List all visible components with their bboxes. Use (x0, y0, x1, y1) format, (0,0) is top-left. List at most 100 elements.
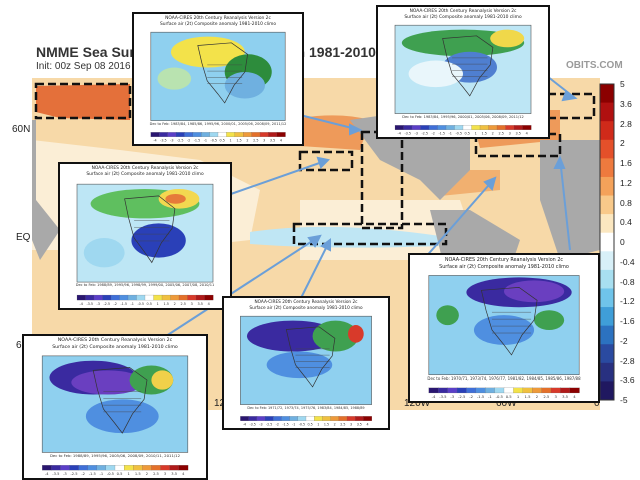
inset-scale-swatch (346, 416, 356, 421)
inset-title: NOAA-CIRES 20th Century Reanalysis Versi… (444, 257, 564, 263)
inset-scale-swatch (437, 125, 447, 130)
inset-scale-swatch (496, 125, 506, 130)
warm-anomaly-region (36, 84, 130, 120)
colorbar-tick-label: -1.6 (620, 316, 635, 326)
inset-map-svg: -4 -3.5 -3 -2.5 -2 -1.5 -1 -0.5 0.5 1 1.5 2 2.5 3 3.5 4 (150, 31, 286, 142)
inset-scale-label: -3.5 (86, 302, 93, 306)
colorbar-swatch (600, 214, 614, 234)
inset-map-top-left: NOAA-CIRES 20th Century Reanalysis Versi… (132, 12, 304, 146)
inset-scale-label: 2 (492, 131, 494, 135)
colorbar-swatch (600, 362, 614, 382)
inset-caption: Dec to Feb: 1971/72, 1973/74, 1975/76, 1… (247, 405, 365, 410)
inset-scale-label: 3 (350, 422, 352, 426)
inset-scale-swatch (105, 465, 116, 471)
inset-scale-swatch (438, 387, 449, 394)
inset-scale-swatch (248, 416, 258, 421)
inset-scale-label: -4 (398, 131, 401, 135)
inset-scale-swatch (479, 125, 489, 130)
colorbar-swatch (600, 176, 614, 197)
inset-scale-swatch (276, 132, 286, 137)
inset-subtitle: Surface air (2t) Composite anomaly 1981-… (159, 22, 277, 28)
inset-scale-label: -3 (450, 395, 454, 399)
colorbar-swatch (600, 195, 614, 215)
inset-scale-label: 3.5 (270, 138, 275, 142)
colorbar-swatch (600, 307, 614, 327)
inset-scale-swatch (428, 387, 439, 394)
arrowhead (316, 156, 331, 169)
inset-scale-label: -4 (243, 422, 246, 426)
north-america-outline (92, 367, 148, 434)
inset-scale-swatch (159, 132, 169, 137)
inset-scale-label: 2 (334, 422, 336, 426)
arrowhead (483, 176, 497, 191)
inset-map-frame (240, 315, 372, 405)
arrow-line (227, 159, 329, 196)
colorbar-tick-label: 1.2 (620, 177, 632, 188)
inset-scale-swatch (462, 125, 472, 130)
colorbar (599, 83, 615, 401)
inset-map-frame (394, 24, 532, 114)
inset-scale-label: 3 (191, 302, 193, 306)
inset-title: NOAA-CIRES 20th Century Reanalysis Versi… (91, 166, 199, 171)
inset-scale-label: 0.5 (465, 131, 470, 135)
colorbar-swatch (600, 102, 614, 122)
inset-scale-swatch (195, 294, 205, 301)
inset-scale-swatch (513, 125, 523, 130)
inset-scale-swatch (522, 387, 533, 394)
inset-scale-label: -0.5 (211, 138, 218, 142)
inset-scale-label: -2.5 (103, 302, 110, 306)
inset-anomaly-blob (85, 399, 159, 434)
inset-anomaly-blob (83, 238, 125, 268)
inset-scale-label: -1 (292, 422, 295, 426)
inset-scale-label: 1 (475, 131, 477, 135)
inset-scale-swatch (355, 416, 364, 421)
inset-scale-swatch (456, 387, 467, 394)
inset-anomaly-blob (266, 351, 333, 379)
inset-scale-swatch (226, 132, 236, 137)
land-asia (32, 120, 60, 260)
inset-anomaly-blob (131, 223, 186, 258)
inset-scale-swatch (42, 465, 52, 471)
main-map-title-continued: on 1981-2010 M (288, 44, 392, 60)
inset-scale-swatch (187, 294, 197, 301)
inset-caption: Dec to Feb: 1970/71, 1973/74, 1976/77, 1… (427, 375, 581, 381)
inset-scale-swatch (259, 132, 269, 137)
inset-scale-label: 3 (509, 131, 511, 135)
inset-scale-label: -4 (153, 138, 156, 142)
inset-scale-swatch (503, 387, 514, 394)
colorbar-swatch (600, 158, 614, 178)
colorbar-tick-label: -5 (620, 395, 628, 405)
inset-scale-label: 4 (208, 302, 210, 306)
lon-label-120w: 120W (404, 398, 431, 409)
inset-scale-swatch (475, 387, 486, 394)
inset-map-top-right: NOAA-CIRES 20th Century Reanalysis Versi… (376, 5, 550, 139)
inset-scale-swatch (110, 294, 120, 301)
inset-subtitle: Surface air (2t) Composite anomaly 1981-… (249, 306, 363, 312)
inset-anomaly-blob (436, 305, 459, 326)
inset-scale-swatch (505, 125, 515, 130)
inset-scale-swatch (60, 465, 70, 471)
inset-scale-label: 3.5 (562, 395, 569, 399)
inset-scale-label: 1 (127, 472, 129, 476)
colorbar-tick-label: -2.8 (620, 355, 635, 366)
inset-scale-label: 1.5 (324, 422, 329, 426)
inset-scale-swatch (175, 132, 185, 137)
inset-scale-swatch (51, 465, 61, 471)
lon-label-0: 0 (594, 398, 600, 409)
colorbar-swatch (600, 381, 614, 401)
inset-scale-label: -2 (114, 302, 117, 306)
inset-scale-label: 3 (164, 472, 167, 476)
inset-scale-label: -2 (81, 472, 85, 476)
inset-scale-label: 4 (573, 395, 576, 399)
inset-scale-label: -3 (97, 302, 100, 306)
colorbar-tick-label: 5 (620, 79, 625, 89)
lon-label-120e: 12 (214, 398, 226, 409)
inset-anomaly-blob (312, 320, 359, 352)
colorbar-tick-label: 0.4 (620, 217, 632, 228)
inset-scale-swatch (142, 465, 152, 471)
inset-anomaly-blob (71, 370, 145, 395)
arrow-line (299, 239, 331, 301)
inset-anomaly-blob (165, 193, 186, 204)
inset-scale-label: -0.5 (299, 422, 305, 426)
inset-anomaly-blob (170, 36, 245, 68)
